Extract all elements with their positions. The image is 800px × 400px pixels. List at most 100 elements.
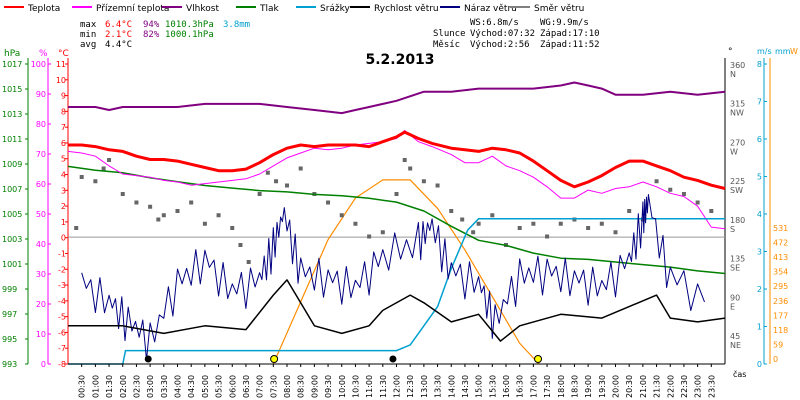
chart-title: 5.2.2013 bbox=[365, 52, 434, 68]
hpa-tick-label: 1017 bbox=[2, 60, 22, 69]
pct-tick-label: 20 bbox=[36, 300, 46, 309]
time-tick-label: 08:00 bbox=[283, 375, 292, 398]
stat-sunrise: Východ:07:32 bbox=[470, 29, 535, 39]
stat-min-temp: 2.1°C bbox=[105, 30, 132, 40]
stat-max-press: 1010.3hPa bbox=[165, 20, 214, 30]
time-tick-label: 13:00 bbox=[420, 375, 429, 398]
ms-tick-label: 2 bbox=[757, 285, 762, 294]
wind-direction-point bbox=[274, 179, 279, 184]
time-tick-label: 20:30 bbox=[625, 375, 634, 398]
pct-tick-label: 10 bbox=[36, 330, 46, 339]
hpa-tick-label: 1015 bbox=[2, 85, 22, 94]
legend-label: Směr větru bbox=[534, 4, 584, 14]
rain-line bbox=[68, 217, 725, 365]
c-tick-label: 7 bbox=[61, 123, 66, 132]
ms-tick-label: 0 bbox=[757, 360, 762, 369]
wind-direction-point bbox=[107, 158, 112, 162]
wind-direction-point bbox=[517, 226, 522, 230]
wind-direction-point bbox=[353, 221, 358, 226]
dir-tick-dir: S bbox=[730, 225, 735, 234]
c-tick-label: 8 bbox=[61, 107, 66, 116]
time-tick-label: 12:00 bbox=[393, 375, 402, 398]
time-tick-label: 07:30 bbox=[269, 375, 278, 398]
time-axis-title: čas bbox=[733, 369, 746, 379]
time-tick-label: 10:00 bbox=[338, 375, 347, 398]
c-tick-label: -5 bbox=[58, 313, 66, 322]
legend-label: Teplota bbox=[27, 4, 60, 14]
wind-direction-point bbox=[681, 192, 686, 196]
hpa-tick-label: 1009 bbox=[2, 160, 22, 169]
hpa-axis-title: hPa bbox=[4, 49, 20, 59]
dir-tick-dir: NW bbox=[730, 109, 744, 118]
dir-tick-label: 225 bbox=[730, 177, 745, 186]
wind-direction-point bbox=[298, 166, 303, 171]
wind-direction-point bbox=[460, 217, 465, 222]
time-tick-label: 19:00 bbox=[584, 375, 593, 398]
time-tick-label: 06:30 bbox=[242, 375, 251, 398]
time-tick-label: 13:30 bbox=[434, 375, 443, 398]
time-tick-label: 17:30 bbox=[543, 375, 552, 398]
wind-direction-point bbox=[402, 158, 407, 162]
wind-direction-point bbox=[435, 183, 440, 188]
c-tick-label: 10 bbox=[56, 76, 66, 85]
w-tick-label: 413 bbox=[773, 253, 788, 262]
time-tick-label: 09:30 bbox=[324, 375, 333, 398]
pct-tick-label: 90 bbox=[36, 90, 46, 99]
time-tick-label: 01:00 bbox=[91, 375, 100, 398]
time-tick-label: 11:30 bbox=[379, 375, 388, 398]
wind-direction-point bbox=[654, 179, 659, 184]
wind-direction-point bbox=[101, 166, 106, 171]
time-tick-label: 12:30 bbox=[406, 375, 415, 398]
time-tick-label: 16:00 bbox=[502, 375, 511, 398]
hpa-tick-label: 1003 bbox=[2, 235, 22, 244]
time-tick-label: 01:30 bbox=[105, 375, 114, 398]
dir-tick-dir: E bbox=[730, 302, 735, 311]
c-tick-label: 5 bbox=[61, 155, 66, 164]
time-axis: 00:30 01:00 01:30 02:00 02:30 03:00 03:30 04:00… bbox=[78, 364, 746, 398]
ms-tick-label: 4 bbox=[757, 210, 762, 219]
stat-ws: WS:6.8m/s bbox=[470, 18, 519, 28]
ms-tick-label: 1 bbox=[757, 323, 762, 332]
wind-direction-point bbox=[74, 226, 79, 230]
dir-tick-label: 315 bbox=[730, 100, 745, 109]
stat-sunset: Západ:17:10 bbox=[540, 29, 600, 39]
legend-label: Rychlost větru bbox=[374, 4, 439, 14]
hpa-tick-label: 1013 bbox=[2, 110, 22, 119]
moonset-marker bbox=[389, 355, 397, 363]
wind-direction-point bbox=[156, 217, 161, 222]
dir-tick-label: 270 bbox=[730, 138, 745, 147]
wind-direction-point bbox=[586, 226, 591, 230]
time-tick-label: 22:30 bbox=[680, 375, 689, 398]
wind-direction-point bbox=[326, 200, 331, 205]
time-tick-label: 21:00 bbox=[639, 375, 648, 398]
hpa-tick-label: 997 bbox=[2, 310, 17, 319]
time-tick-label: 22:00 bbox=[666, 375, 675, 398]
wind-direction-point bbox=[175, 209, 180, 213]
time-tick-label: 06:00 bbox=[228, 375, 237, 398]
wind-direction-point bbox=[257, 192, 262, 196]
dir-tick-label: 180 bbox=[730, 216, 745, 225]
wind-direction-point bbox=[285, 183, 289, 188]
stat-min-label: min bbox=[80, 30, 96, 40]
plot-area bbox=[67, 81, 726, 365]
stat-moonrise: Východ:2:56 bbox=[470, 40, 530, 50]
dir-axis-title: ° bbox=[728, 47, 733, 57]
wind-direction-point bbox=[202, 221, 207, 226]
legend-label: Vlhkost bbox=[186, 4, 219, 14]
hpa-tick-label: 1005 bbox=[2, 210, 22, 219]
wind-direction-point bbox=[613, 230, 618, 235]
time-tick-label: 00:30 bbox=[78, 375, 87, 398]
time-tick-label: 21:30 bbox=[653, 375, 662, 398]
wind-direction-point bbox=[216, 213, 221, 218]
wind-direction-point bbox=[640, 217, 645, 222]
pct-tick-label: 70 bbox=[36, 150, 46, 159]
wind-direction-point bbox=[246, 260, 251, 264]
dir-tick-label: 360 bbox=[730, 61, 745, 70]
wind-direction-point bbox=[408, 166, 413, 171]
wind-direction-point bbox=[709, 209, 714, 213]
ms-tick-label: 7 bbox=[757, 98, 762, 107]
time-tick-label: 05:30 bbox=[215, 375, 224, 398]
w-tick-label: 295 bbox=[773, 282, 788, 291]
time-tick-label: 10:30 bbox=[351, 375, 360, 398]
time-tick-label: 11:00 bbox=[365, 375, 374, 398]
